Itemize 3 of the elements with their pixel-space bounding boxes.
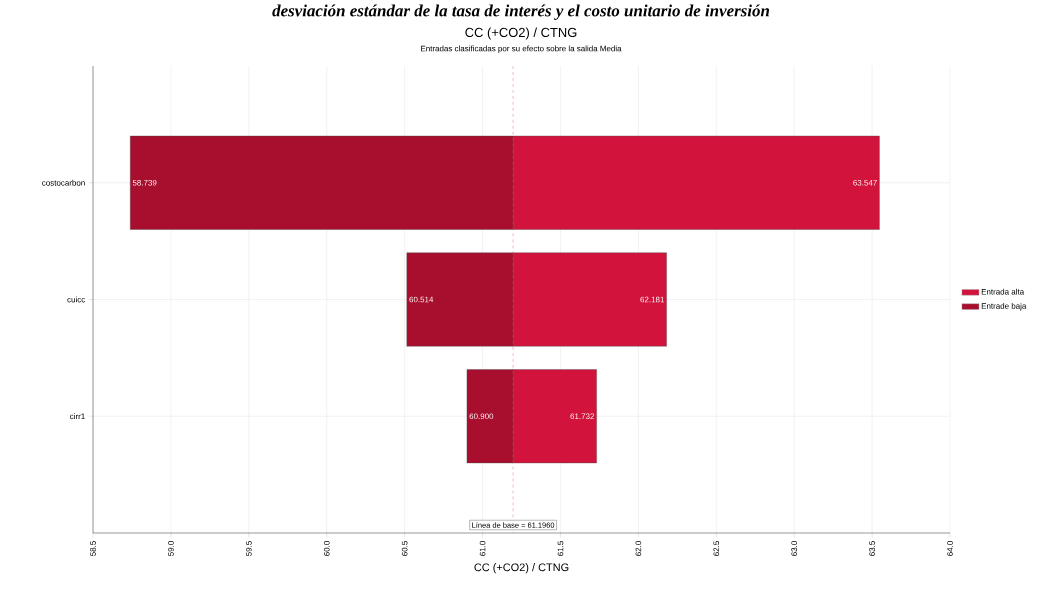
chart-title: CC (+CO2) / CTNG (465, 27, 577, 40)
text: desviación estándar de la tasa de interés y el costo unitario de inversión (272, 4, 770, 20)
x-axis-title: CC (+CO2) / CTNG (474, 563, 569, 574)
